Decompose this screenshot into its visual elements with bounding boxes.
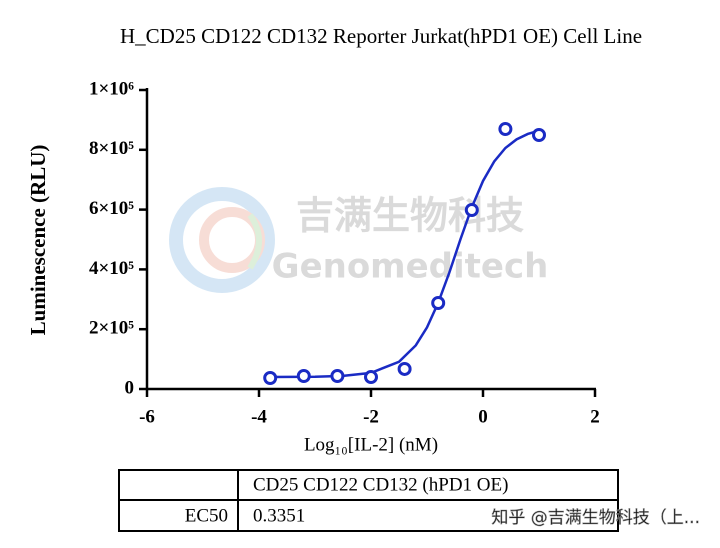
table [118, 469, 619, 532]
data-point [431, 296, 446, 311]
y-tick-label: 4×10⁵ [89, 258, 134, 279]
fit-curve [270, 129, 540, 379]
table-header: CD25 CD122 CD132 (hPD1 OE) [253, 474, 508, 495]
y-tick-label: 0 [125, 377, 135, 398]
watermark-cn: 吉满生物科技 [296, 194, 524, 238]
table-cell: 0.3351 [253, 505, 305, 526]
x-tick-label: 2 [590, 406, 600, 427]
watermark-logo [169, 187, 275, 293]
table-row-label: EC50 [185, 505, 228, 526]
x-tick-label: 0 [478, 406, 488, 427]
chart-title: H_CD25 CD122 CD132 Reporter Jurkat(hPD1 … [120, 24, 642, 48]
data-point [498, 121, 513, 136]
data-point [263, 370, 278, 385]
y-tick-label: 6×10⁵ [89, 198, 134, 219]
y-tick-label: 1×10⁶ [89, 78, 134, 99]
data-point [397, 361, 412, 376]
watermark-source: 知乎 @吉满生物科技（上... [491, 508, 700, 528]
y-tick-label: 2×10⁵ [89, 318, 134, 339]
data-point [464, 202, 479, 217]
data-point [296, 368, 311, 383]
x-tick-label: -2 [363, 406, 379, 427]
x-axis-title: Log₁₀[IL-2] (nM) [304, 434, 438, 455]
y-tick-label: 8×10⁵ [89, 138, 134, 159]
data-point [532, 127, 546, 142]
watermark-en: Genomeditech [272, 247, 549, 287]
x-tick-label: -4 [251, 406, 267, 427]
y-axis-title: Luminescence (RLU) [26, 145, 50, 336]
data-point [330, 368, 345, 383]
data-point [364, 370, 378, 385]
x-tick-label: -6 [139, 406, 155, 427]
